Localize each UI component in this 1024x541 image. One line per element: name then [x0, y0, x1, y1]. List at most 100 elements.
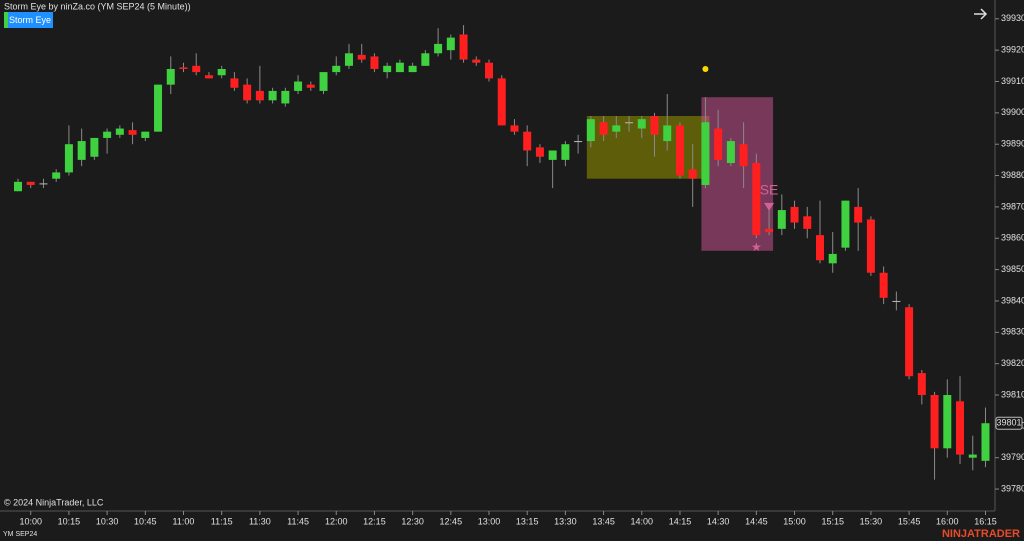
y-tick-label: 39930	[1001, 13, 1024, 23]
x-tick-label: 15:45	[898, 516, 921, 526]
y-tick-label: 39890	[1001, 139, 1024, 149]
candle-body	[777, 210, 786, 229]
y-tick-label: 39790	[1001, 452, 1024, 462]
candle-body	[281, 90, 290, 104]
indicator-button-label[interactable]: Storm Eye	[9, 15, 51, 25]
y-tick-label: 39910	[1001, 76, 1024, 86]
candle-body	[981, 423, 990, 461]
x-tick-label: 11:45	[287, 516, 309, 526]
x-tick-label: 15:15	[821, 516, 844, 526]
candle-body	[39, 183, 48, 185]
y-tick-label: 39810	[1001, 389, 1024, 399]
candle-body	[803, 216, 812, 229]
x-tick-label: 15:30	[860, 516, 883, 526]
candle-body	[268, 90, 277, 101]
x-tick-label: 10:45	[134, 516, 157, 526]
last-price-box	[995, 416, 1023, 430]
x-tick-label: 14:45	[745, 516, 768, 526]
candle-body	[64, 144, 73, 173]
candle-body	[497, 78, 506, 126]
signal-dot	[702, 65, 709, 72]
candle-body	[739, 144, 748, 167]
candle-body	[650, 115, 659, 135]
y-tick-label: 39880	[1001, 170, 1024, 180]
candle-body	[154, 84, 163, 132]
candle-body	[344, 53, 353, 66]
y-tick-label: 39840	[1001, 295, 1024, 305]
candle-body	[395, 62, 404, 73]
candle-body	[434, 43, 443, 54]
candle-body	[294, 81, 303, 91]
candle-body	[459, 34, 468, 60]
candle-body	[625, 122, 634, 124]
x-tick-label: 11:15	[211, 516, 233, 526]
candle-body	[841, 200, 850, 248]
candle-body	[52, 172, 61, 179]
x-tick-label: 13:00	[478, 516, 501, 526]
expand-icon[interactable]	[974, 8, 988, 20]
y-tick-label: 39850	[1001, 264, 1024, 274]
x-tick-label: 12:15	[363, 516, 386, 526]
candle-body	[510, 125, 519, 132]
candle-body	[306, 84, 315, 88]
candle-body	[370, 56, 379, 69]
candle-body	[383, 65, 392, 73]
candle-body	[332, 65, 341, 73]
candle-body	[90, 137, 99, 157]
y-tick-label: 39900	[1001, 107, 1024, 117]
last-price-label: 39801	[996, 418, 1021, 428]
candle-body	[612, 125, 621, 132]
candle-body	[192, 65, 201, 73]
candle-body	[790, 206, 799, 223]
signal-triangle	[764, 202, 775, 211]
candle-body	[472, 59, 481, 63]
x-tick-label: 10:30	[96, 516, 119, 526]
candle-body	[523, 131, 532, 151]
candle-body	[828, 253, 837, 264]
candle-body	[77, 141, 86, 160]
candle-body	[548, 150, 557, 160]
candle-body	[26, 181, 35, 185]
x-tick-label: 13:15	[516, 516, 539, 526]
candle-body	[217, 68, 226, 76]
copyright: © 2024 NinjaTrader, LLC	[4, 497, 104, 507]
candle-body	[485, 62, 494, 79]
candle-body	[663, 125, 672, 142]
candle-body	[637, 119, 646, 129]
y-tick-label: 39820	[1001, 358, 1024, 368]
candle-body	[574, 141, 583, 143]
candle-body	[968, 454, 977, 458]
y-tick-label: 39830	[1001, 327, 1024, 337]
candle-body	[166, 68, 175, 85]
candle-body	[879, 272, 888, 298]
candle-body	[714, 128, 723, 160]
signal-zone	[701, 97, 774, 251]
candle-body	[956, 401, 965, 455]
candle-body	[701, 122, 710, 185]
candle-body	[230, 78, 239, 88]
candle-body	[892, 300, 901, 302]
x-tick-label: 12:00	[325, 516, 348, 526]
candle-body	[752, 163, 761, 236]
x-tick-label: 14:00	[631, 516, 654, 526]
candle-body	[408, 65, 417, 73]
candle-body	[14, 181, 22, 192]
candle-body	[421, 53, 430, 66]
x-tick-label: 16:15	[974, 516, 997, 526]
candle-body	[688, 169, 697, 179]
x-tick-label: 10:15	[58, 516, 81, 526]
candle-body	[535, 147, 544, 157]
candle-body	[561, 144, 570, 160]
y-tick-label: 39870	[1001, 201, 1024, 211]
indicator-button[interactable]	[8, 12, 53, 28]
instrument-label: YM SEP24	[3, 531, 37, 538]
candle-body	[243, 84, 252, 101]
x-tick-label: 14:15	[669, 516, 692, 526]
x-tick-label: 12:45	[440, 516, 463, 526]
y-tick-label: 39920	[1001, 45, 1024, 55]
candle-body	[930, 395, 939, 449]
candle-body	[586, 119, 595, 142]
candle-body	[943, 395, 952, 449]
